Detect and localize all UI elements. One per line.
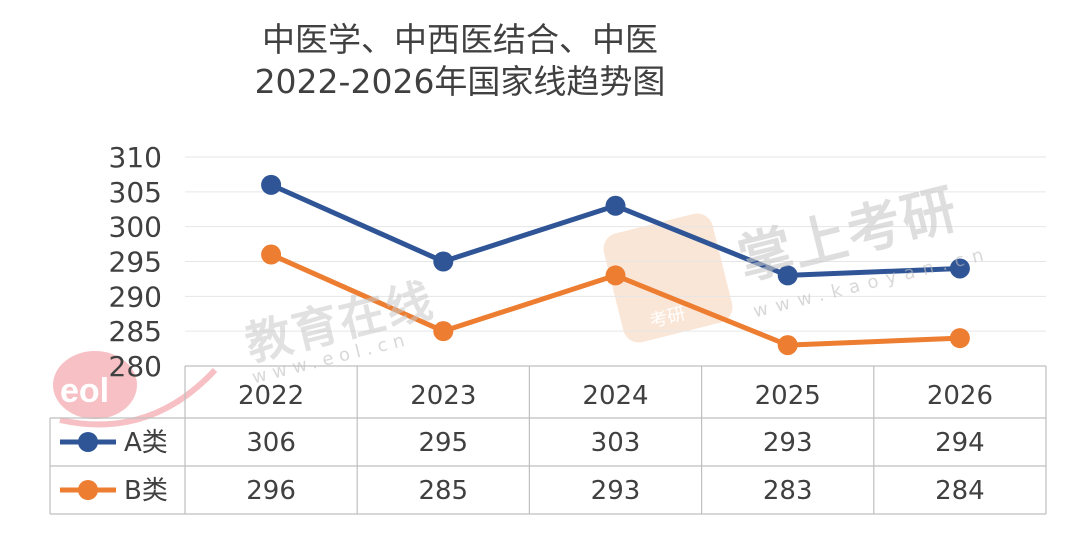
- legend-key-marker: [78, 432, 98, 452]
- data-point: [605, 265, 626, 286]
- eol-logo-text: eol: [60, 372, 109, 410]
- data-point: [777, 265, 798, 286]
- series-name-label: A类: [124, 428, 168, 458]
- data-point: [605, 195, 626, 216]
- table-value: 283: [763, 476, 813, 506]
- data-point: [777, 335, 798, 356]
- table-value: 293: [763, 428, 813, 458]
- x-category-label: 2023: [410, 381, 476, 411]
- data-point: [261, 174, 282, 195]
- x-category-label: 2024: [582, 381, 648, 411]
- y-tick-label: 305: [109, 176, 162, 209]
- data-point: [433, 251, 454, 272]
- x-category-label: 2026: [927, 381, 993, 411]
- y-tick-label: 300: [109, 211, 162, 244]
- x-category-label: 2025: [755, 381, 821, 411]
- chart-title-line1: 中医学、中西医结合、中医: [262, 20, 658, 59]
- data-point: [261, 244, 282, 265]
- x-category-label: 2022: [238, 381, 304, 411]
- y-tick-label: 280: [109, 350, 162, 383]
- y-tick-label: 295: [109, 246, 162, 279]
- table-value: 284: [935, 476, 985, 506]
- table-value: 303: [591, 428, 641, 458]
- table-value: 306: [246, 428, 296, 458]
- series-name-label: B类: [124, 476, 168, 506]
- legend-key-marker: [78, 480, 98, 500]
- chart-title-line2: 2022-2026年国家线趋势图: [254, 62, 666, 101]
- table-value: 296: [246, 476, 296, 506]
- data-point: [949, 258, 970, 279]
- y-tick-label: 310: [109, 141, 162, 174]
- data-point: [949, 328, 970, 349]
- table-value: 285: [418, 476, 468, 506]
- data-point: [433, 321, 454, 342]
- table-value: 294: [935, 428, 985, 458]
- y-tick-label: 285: [109, 315, 162, 348]
- y-tick-label: 290: [109, 280, 162, 313]
- table-value: 295: [418, 428, 468, 458]
- table-value: 293: [591, 476, 641, 506]
